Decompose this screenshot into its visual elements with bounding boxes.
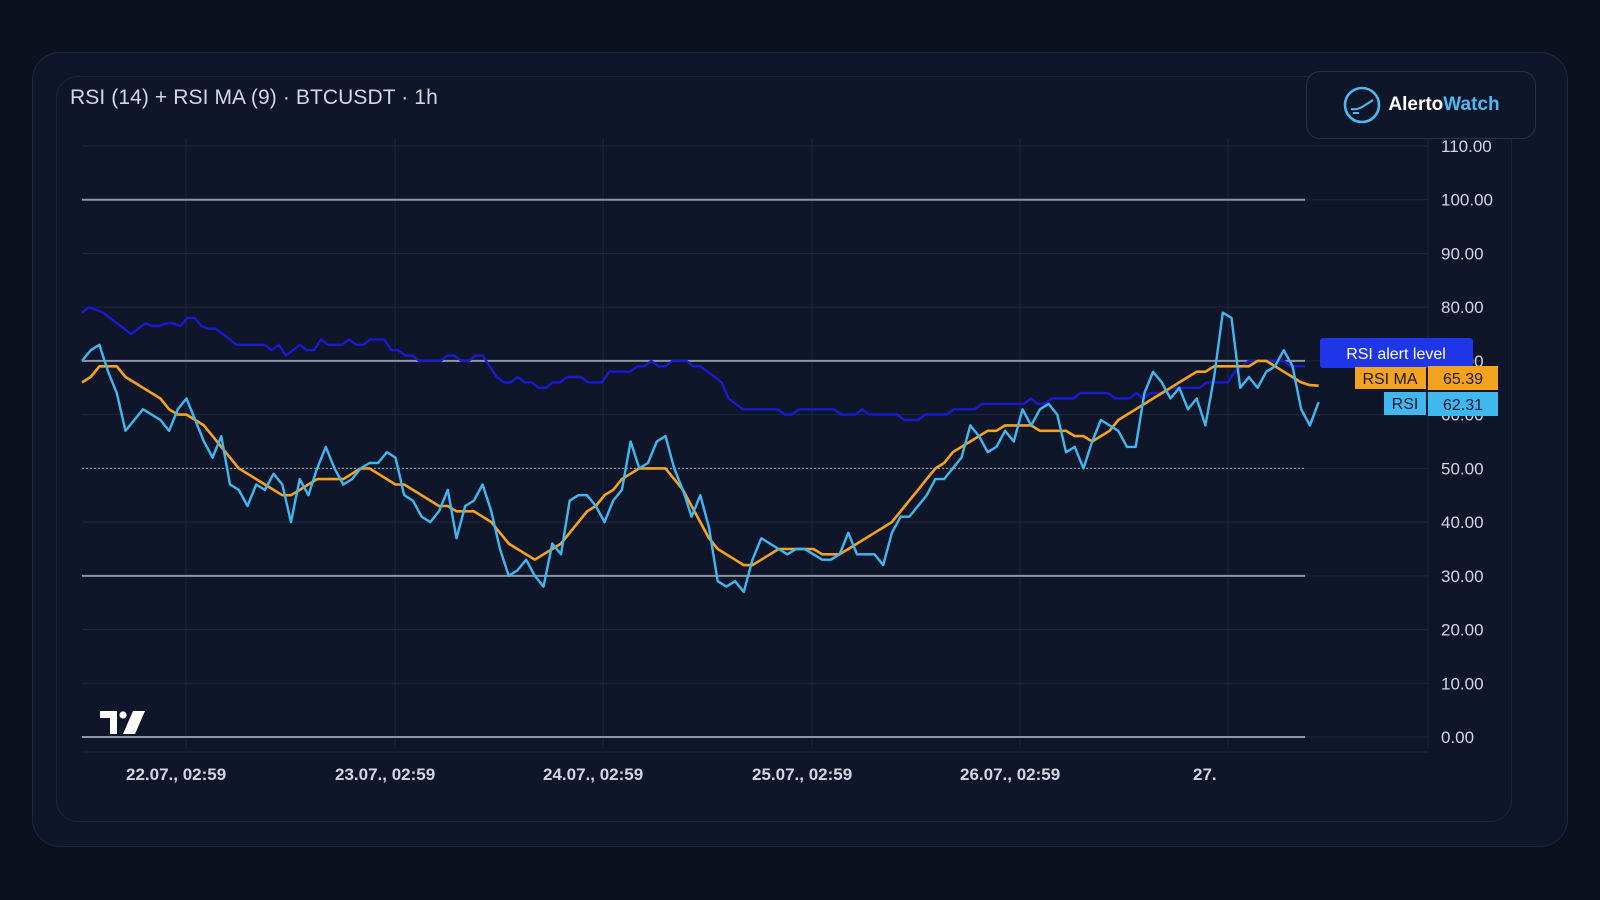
y-tick-label: 80.00 (1441, 298, 1484, 317)
level-lines (82, 198, 1305, 738)
y-tick-label: 20.00 (1441, 621, 1484, 640)
series-line-rsi-ma (81, 359, 1319, 567)
x-tick-label: 26.07., 02:59 (960, 765, 1060, 784)
chart-title: RSI (14) + RSI MA (9) · BTCUSDT · 1h (70, 86, 438, 109)
y-axis: 110.00100.0090.0080.0070.0060.0050.0040.… (1441, 137, 1493, 747)
grid-lines (82, 138, 1429, 753)
rsi-ma-tag: RSI MA 65.39 (1355, 366, 1498, 390)
rsi-ma-tag-name: RSI MA (1362, 371, 1417, 388)
series-line-rsi-alert-level (81, 306, 1305, 422)
y-tick-label: 50.00 (1441, 459, 1484, 478)
y-tick-label: 10.00 (1441, 674, 1484, 693)
x-axis: 22.07., 02:59 23.07., 02:59 24.07., 02:59 2… (126, 765, 1217, 784)
y-tick-label: 110.00 (1441, 137, 1492, 156)
rsi-tag: RSI 62.31 (1384, 392, 1498, 416)
y-tick-label: 100.00 (1441, 191, 1493, 210)
brand-name-part-a: Alerto (1388, 94, 1444, 115)
brand-logo[interactable]: AlertoWatch (1306, 71, 1536, 139)
brand-name: AlertoWatch (1388, 94, 1499, 116)
series-line-rsi (81, 311, 1320, 594)
rsi-ma-tag-value: 65.39 (1443, 371, 1483, 388)
x-tick-label: 22.07., 02:59 (126, 765, 226, 784)
brand-name-part-b: Watch (1443, 94, 1500, 115)
x-tick-label: 23.07., 02:59 (335, 765, 435, 784)
y-tick-label: 0.00 (1441, 728, 1474, 747)
y-tick-label: 30.00 (1441, 567, 1484, 586)
y-tick-label: 90.00 (1441, 244, 1484, 263)
rsi-tag-name: RSI (1392, 396, 1419, 413)
y-tick-label: 40.00 (1441, 513, 1484, 532)
rsi-tag-value: 62.31 (1443, 397, 1483, 414)
series-lines (81, 306, 1320, 594)
x-tick-label: 27. (1193, 765, 1217, 784)
alertowatch-logo-icon (1344, 86, 1381, 124)
tradingview-logo-icon (100, 711, 145, 734)
x-tick-label: 24.07., 02:59 (543, 765, 643, 784)
alert-level-label: RSI alert level (1346, 346, 1446, 363)
x-tick-label: 25.07., 02:59 (752, 765, 852, 784)
alert-level-badge[interactable]: RSI alert level (1320, 338, 1473, 368)
